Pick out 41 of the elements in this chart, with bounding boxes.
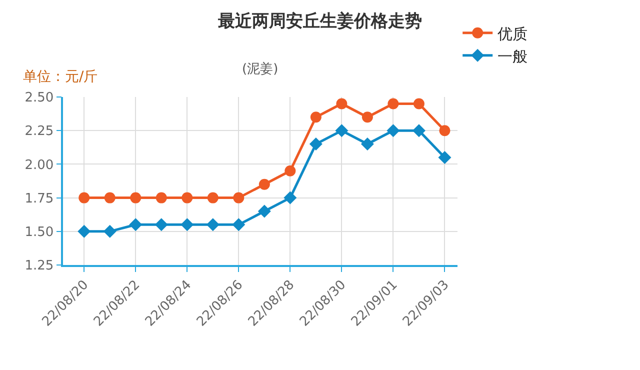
point bbox=[438, 150, 452, 164]
y-tick-label: 2.50 bbox=[24, 90, 54, 106]
point bbox=[206, 218, 220, 232]
point bbox=[103, 224, 116, 238]
point bbox=[104, 192, 116, 204]
point bbox=[335, 124, 348, 138]
point bbox=[360, 138, 374, 151]
point bbox=[362, 112, 373, 123]
chart-title: 最近两周安丘生姜价格走势 bbox=[217, 10, 422, 32]
point bbox=[413, 98, 424, 110]
legend-label: 一般 bbox=[498, 47, 528, 66]
y-tick-label: 1.25 bbox=[24, 258, 54, 274]
point bbox=[78, 224, 91, 238]
point bbox=[388, 98, 399, 110]
point bbox=[284, 191, 297, 204]
point bbox=[232, 218, 246, 232]
y-tick-label: 2.25 bbox=[24, 124, 54, 140]
point bbox=[130, 192, 142, 204]
point bbox=[154, 218, 168, 232]
y-tick-label: 1.75 bbox=[24, 191, 54, 206]
y-axis-title: 单位：元/斤 bbox=[23, 69, 98, 85]
point bbox=[412, 124, 426, 138]
chart-subtitle: (泥姜) bbox=[242, 61, 278, 77]
point bbox=[258, 178, 270, 190]
point bbox=[233, 192, 244, 204]
point bbox=[78, 192, 90, 204]
y-tick-label: 1.50 bbox=[24, 224, 54, 240]
legend-label: 优质 bbox=[498, 24, 528, 43]
point bbox=[180, 218, 194, 232]
point bbox=[284, 165, 296, 176]
point bbox=[207, 192, 218, 204]
point bbox=[336, 98, 348, 110]
point bbox=[310, 112, 322, 123]
point bbox=[156, 192, 167, 204]
point bbox=[129, 218, 142, 232]
point bbox=[182, 192, 193, 204]
point bbox=[439, 125, 450, 136]
point bbox=[309, 138, 322, 151]
y-tick-label: 2.00 bbox=[24, 158, 54, 173]
point bbox=[386, 124, 400, 138]
point bbox=[258, 204, 271, 218]
